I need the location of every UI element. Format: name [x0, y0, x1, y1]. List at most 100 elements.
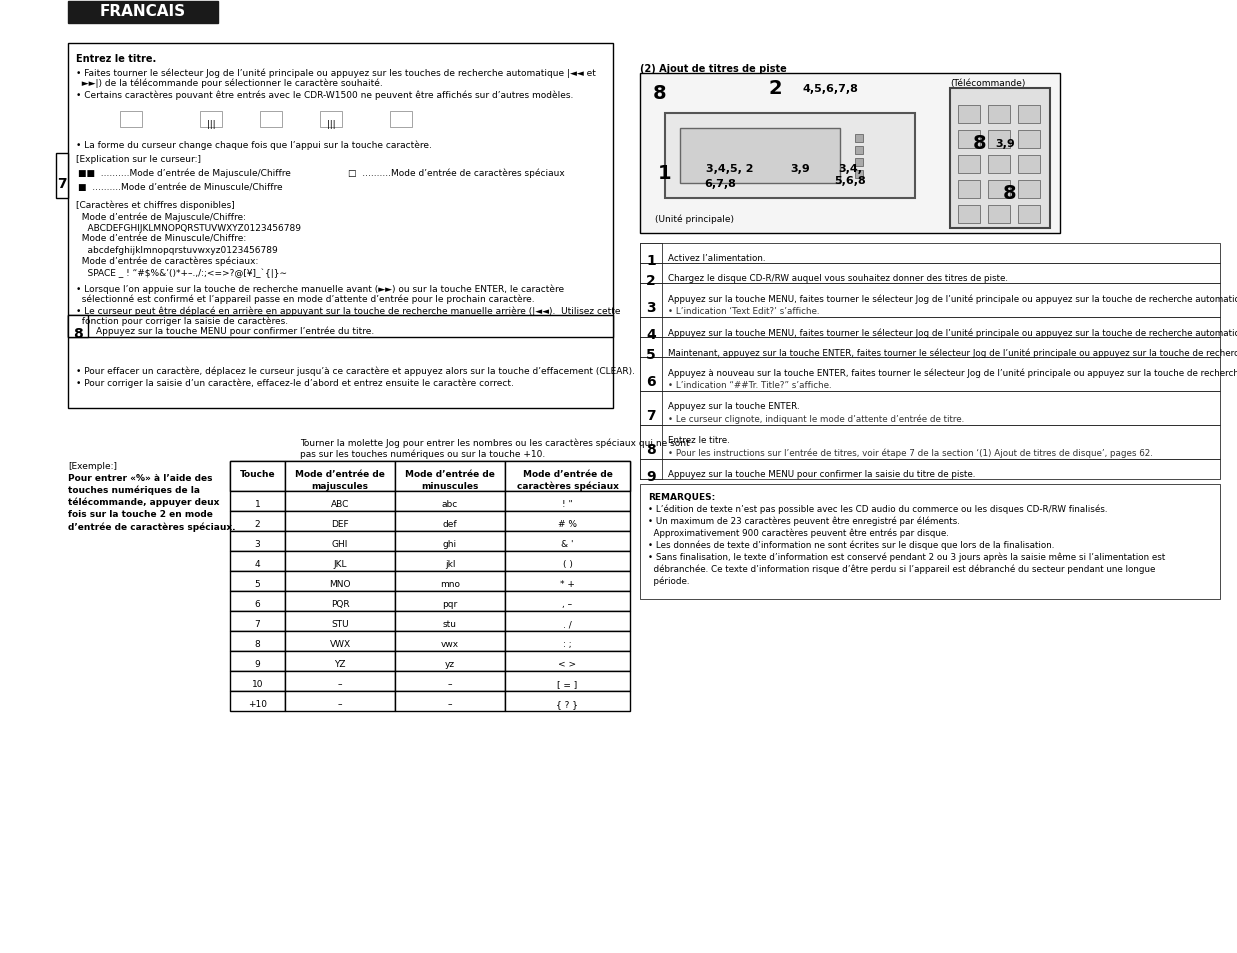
Bar	[285, 461, 395, 492]
Text: 8: 8	[73, 327, 83, 340]
Bar	[68, 315, 614, 337]
Text: (2) Ajout de titres de piste: (2) Ajout de titres de piste	[640, 64, 787, 74]
Text: |||: |||	[327, 120, 335, 129]
Text: PQR: PQR	[330, 599, 349, 608]
Bar	[855, 171, 863, 179]
Bar	[1018, 106, 1040, 124]
Text: • Le curseur clignote, indiquant le mode d’attente d’entrée de titre.: • Le curseur clignote, indiquant le mode…	[668, 415, 965, 424]
Text: [Exemple:]: [Exemple:]	[68, 461, 118, 471]
Bar	[395, 671, 505, 691]
Text: 2: 2	[255, 519, 260, 529]
Bar	[505, 461, 630, 492]
Text: télécommande, appuyer deux: télécommande, appuyer deux	[68, 497, 219, 507]
Text: , –: , –	[563, 599, 573, 608]
Bar	[230, 671, 285, 691]
Text: 3: 3	[255, 539, 260, 548]
Text: –: –	[448, 700, 453, 708]
Text: ■  ..........Mode d’entrée de Minuscule/Chiffre: ■ ..........Mode d’entrée de Minuscule/C…	[78, 183, 282, 192]
Text: [Caractères et chiffres disponibles]: [Caractères et chiffres disponibles]	[75, 201, 235, 211]
Text: [Explication sur le curseur:]: [Explication sur le curseur:]	[75, 154, 200, 164]
Text: • L’édition de texte n’est pas possible avec les CD audio du commerce ou les dis: • L’édition de texte n’est pas possible …	[648, 504, 1107, 514]
Text: STU: STU	[332, 619, 349, 628]
Text: Appuyez sur la touche MENU, faites tourner le sélecteur Jog de l’unité principal: Appuyez sur la touche MENU, faites tourn…	[668, 294, 1237, 303]
Text: • Le curseur peut être déplacé en arrière en appuyant sur la touche de recherche: • Le curseur peut être déplacé en arrièr…	[75, 306, 621, 315]
Text: Appuyez sur la touche ENTER.: Appuyez sur la touche ENTER.	[668, 401, 799, 411]
Text: abc: abc	[442, 499, 458, 509]
Bar	[957, 106, 980, 124]
Text: caractères spéciaux: caractères spéciaux	[517, 481, 618, 491]
Text: d’entrée de caractères spéciaux.: d’entrée de caractères spéciaux.	[68, 521, 235, 531]
Bar	[285, 512, 395, 532]
Bar	[988, 131, 1009, 149]
Bar	[640, 284, 662, 317]
Bar	[120, 112, 142, 128]
Text: 5: 5	[646, 348, 656, 361]
Bar	[395, 691, 505, 711]
Bar	[395, 492, 505, 512]
Text: Approximativement 900 caractères peuvent être entrés par disque.: Approximativement 900 caractères peuvent…	[648, 529, 949, 537]
Text: * +: * +	[560, 579, 575, 588]
Bar	[1018, 156, 1040, 173]
Text: 1: 1	[646, 253, 656, 268]
Text: SPACE _ ! “#$%&’()*+–.,/:;<=>?@[¥]_`{|}∼: SPACE _ ! “#$%&’()*+–.,/:;<=>?@[¥]_`{|}∼	[75, 268, 287, 277]
Text: • Faites tourner le sélecteur Jog de l’unité principale ou appuyez sur les touch: • Faites tourner le sélecteur Jog de l’u…	[75, 68, 596, 77]
Text: ( ): ( )	[563, 559, 573, 568]
Text: 6,7,8: 6,7,8	[704, 179, 736, 189]
Text: 3: 3	[646, 301, 656, 314]
Bar	[640, 74, 1060, 233]
Text: ■■  ..........Mode d’entrée de Majuscule/Chiffre: ■■ ..........Mode d’entrée de Majuscule/…	[78, 169, 291, 178]
Bar	[285, 651, 395, 671]
Text: Touche: Touche	[240, 470, 276, 478]
Bar	[640, 284, 1220, 317]
Text: Mode d’entrée de Minuscule/Chiffre:: Mode d’entrée de Minuscule/Chiffre:	[75, 234, 246, 244]
Text: 5: 5	[255, 579, 260, 588]
Bar	[640, 459, 662, 479]
Text: (Unité principale): (Unité principale)	[656, 213, 734, 223]
Bar	[505, 651, 630, 671]
Bar	[640, 337, 662, 357]
Text: ! ": ! "	[562, 499, 573, 509]
Text: ►►|) de la télécommande pour sélectionner le caractère souhaité.: ►►|) de la télécommande pour sélectionne…	[75, 79, 382, 89]
Bar	[260, 112, 282, 128]
Bar	[640, 459, 1220, 479]
Bar	[640, 484, 1220, 599]
Text: touches numériques de la: touches numériques de la	[68, 485, 200, 495]
Text: • L’indication ‘Text Edit?’ s’affiche.: • L’indication ‘Text Edit?’ s’affiche.	[668, 307, 819, 315]
Text: 2: 2	[768, 79, 782, 98]
Bar	[395, 612, 505, 631]
Text: vwx: vwx	[440, 639, 459, 648]
Bar	[957, 156, 980, 173]
Text: • Les données de texte d’information ne sont écrites sur le disque que lors de l: • Les données de texte d’information ne …	[648, 540, 1054, 550]
Bar	[200, 112, 221, 128]
Text: Entrez le titre.: Entrez le titre.	[75, 54, 156, 64]
Text: 9: 9	[646, 470, 656, 483]
Bar	[68, 315, 88, 337]
Bar	[505, 631, 630, 651]
Text: • La forme du curseur change chaque fois que l’appui sur la touche caractère.: • La forme du curseur change chaque fois…	[75, 140, 432, 150]
Text: +10: +10	[247, 700, 267, 708]
Bar	[230, 592, 285, 612]
Bar	[230, 461, 285, 492]
Text: Chargez le disque CD-R/RW auquel vous souhaitez donner des titres de piste.: Chargez le disque CD-R/RW auquel vous so…	[668, 274, 1008, 283]
Text: : ;: : ;	[563, 639, 571, 648]
Bar	[230, 651, 285, 671]
Text: –: –	[448, 679, 453, 688]
Text: Mode d’entrée de Majuscule/Chiffre:: Mode d’entrée de Majuscule/Chiffre:	[75, 213, 246, 222]
Text: 8: 8	[653, 84, 667, 103]
Bar	[640, 357, 662, 392]
Bar	[680, 129, 840, 184]
Text: mno: mno	[440, 579, 460, 588]
Text: 7: 7	[646, 409, 656, 422]
Text: MNO: MNO	[329, 579, 351, 588]
Bar	[640, 337, 1220, 357]
Bar	[320, 112, 341, 128]
Bar	[230, 552, 285, 572]
Bar	[505, 572, 630, 592]
Bar	[505, 691, 630, 711]
Bar	[285, 671, 395, 691]
Text: (Télécommande): (Télécommande)	[950, 79, 1025, 88]
Text: 10: 10	[252, 679, 263, 688]
Text: Mode d’entrée de caractères spéciaux:: Mode d’entrée de caractères spéciaux:	[75, 256, 259, 266]
Bar	[640, 264, 1220, 284]
Text: 8: 8	[1003, 184, 1017, 203]
